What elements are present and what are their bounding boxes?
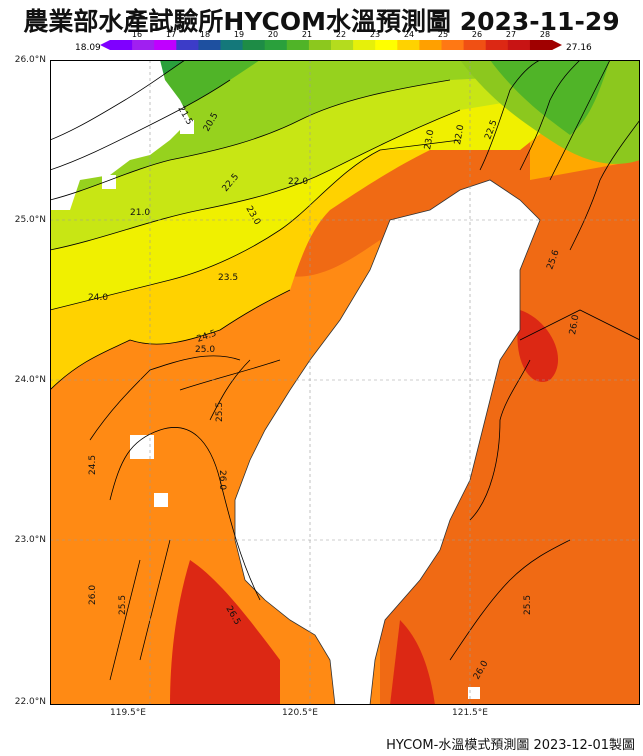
lon-label-121-5: 121.5°E (452, 708, 488, 718)
colorbar-swatch (198, 40, 221, 50)
colorbar-max-label: 27.16 (566, 43, 592, 53)
svg-text:26.0: 26.0 (88, 585, 98, 605)
colorbar-min-label: 18.09 (75, 43, 101, 53)
svg-text:21.0: 21.0 (130, 208, 150, 218)
colorbar-swatch (154, 40, 177, 50)
lat-label-25: 25.0°N (14, 215, 46, 225)
svg-text:26.0: 26.0 (217, 470, 227, 490)
colorbar-swatch (507, 40, 531, 50)
colorbar-tick-label: 20 (268, 30, 278, 39)
svg-text:25.5: 25.5 (215, 402, 225, 422)
china-coast-land (50, 60, 190, 210)
colorbar-swatch (463, 40, 487, 50)
colorbar-tick-label: 28 (540, 30, 550, 39)
colorbar-swatch (110, 40, 133, 50)
colorbar-swatch (132, 40, 155, 50)
lat-label-26: 26.0°N (14, 55, 46, 65)
taiwan-island (234, 179, 541, 705)
footer-caption: HYCOM-水溫模式預測圖 2023-12-01製圖 (386, 738, 635, 753)
svg-text:22.0: 22.0 (288, 177, 308, 187)
colorbar-tick-label: 16 (132, 30, 142, 39)
graticule (50, 60, 640, 705)
colorbar-tick-label: 18 (200, 30, 210, 39)
colorbar-tick-label: 24 (404, 30, 414, 39)
colorbar-tick-label: 21 (302, 30, 312, 39)
svg-text:24.0: 24.0 (88, 293, 108, 303)
colorbar-swatch (419, 40, 442, 50)
svg-text:25.5: 25.5 (523, 595, 533, 615)
colorbar-swatch (441, 40, 465, 50)
svg-text:23.0: 23.0 (423, 129, 436, 151)
svg-text:26.0: 26.0 (568, 314, 581, 336)
svg-text:24.5: 24.5 (88, 455, 98, 475)
colorbar-max-arrow (552, 40, 562, 50)
colorbar-swatch (397, 40, 420, 50)
lat-label-23: 23.0°N (14, 535, 46, 545)
colorbar-swatch (485, 40, 509, 50)
colorbar-swatch (529, 40, 553, 50)
colorbar-swatch (264, 40, 288, 50)
colorbar-swatch (375, 40, 398, 50)
colorbar-swatch (220, 40, 244, 50)
colorbar-tick-label: 27 (506, 30, 516, 39)
svg-text:22.0: 22.0 (453, 124, 466, 146)
lon-label-119-5: 119.5°E (110, 708, 146, 718)
lon-label-120-5: 120.5°E (282, 708, 318, 718)
contour-lines (50, 60, 640, 681)
colorbar-tick-label: 19 (234, 30, 244, 39)
colorbar: 16 17 18 19 20 21 22 23 24 25 26 27 28 18.09 27.16 (75, 30, 592, 53)
colorbar-swatch (308, 40, 332, 50)
colorbar-tick-label: 22 (336, 30, 346, 39)
colorbar-tick-label: 17 (166, 30, 176, 39)
colorbar-swatch (286, 40, 310, 50)
colorbar-tick-label: 25 (438, 30, 448, 39)
colorbar-tick-label: 26 (472, 30, 482, 39)
colorbar-swatch (331, 40, 354, 50)
lat-label-22: 22.0°N (14, 697, 46, 707)
map-title: 農業部水產試驗所HYCOM水溫預測圖 2023-11-29 (23, 7, 620, 36)
svg-text:25.0: 25.0 (195, 345, 215, 355)
sst-map: 21.5 20.5 22.0 22.5 23.0 23.5 24.0 24.5 … (50, 60, 640, 705)
lat-label-24: 24.0°N (14, 375, 46, 385)
svg-text:23.5: 23.5 (218, 273, 238, 283)
colorbar-tick-label: 23 (370, 30, 380, 39)
colorbar-swatch (176, 40, 199, 50)
svg-text:25.5: 25.5 (118, 595, 128, 615)
colorbar-min-arrow (100, 40, 110, 50)
map-frame (50, 60, 640, 705)
colorbar-swatch (242, 40, 266, 50)
colorbar-swatch (353, 40, 376, 50)
